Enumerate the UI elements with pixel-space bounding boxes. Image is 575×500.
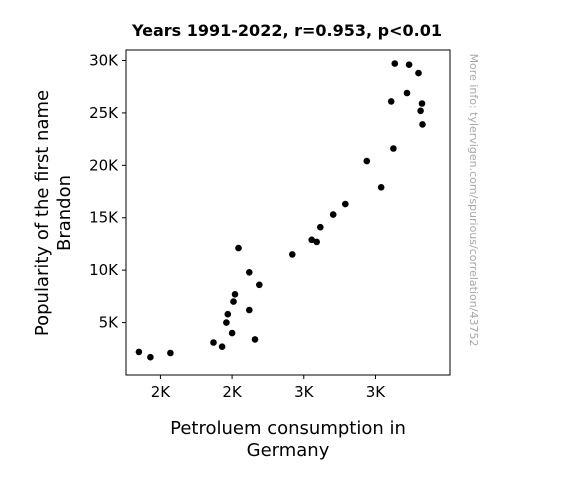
data-point bbox=[391, 60, 399, 67]
y-tick-label: 10K bbox=[89, 261, 119, 279]
y-tick-label: 20K bbox=[89, 156, 119, 174]
data-point bbox=[387, 98, 395, 105]
y-axis-label-line-1: Popularity of the first name bbox=[32, 90, 53, 336]
watermark: More info: tylervigen.com/spurious/corre… bbox=[467, 54, 480, 347]
data-point bbox=[231, 291, 239, 298]
y-tick-label: 5K bbox=[99, 314, 120, 332]
y-axis-ticks: 5K 10K 15K 20K 25K 30K bbox=[89, 51, 126, 332]
data-point bbox=[418, 100, 426, 107]
data-point bbox=[377, 184, 385, 191]
data-point bbox=[251, 336, 259, 343]
data-point bbox=[417, 107, 424, 115]
data-point bbox=[308, 236, 316, 244]
data-point bbox=[317, 223, 324, 231]
data-point bbox=[235, 244, 242, 252]
data-point bbox=[342, 200, 349, 208]
data-point bbox=[224, 310, 232, 318]
data-point bbox=[363, 157, 371, 165]
y-tick-label: 30K bbox=[89, 51, 119, 69]
x-tick-label: 2K bbox=[151, 383, 172, 401]
data-point bbox=[289, 251, 296, 258]
x-axis-ticks: 2K 2K 3K 3K bbox=[151, 375, 387, 401]
data-point bbox=[255, 281, 263, 289]
data-point bbox=[135, 348, 143, 356]
data-point bbox=[329, 211, 337, 218]
data-point bbox=[167, 349, 174, 357]
x-axis-label-line-1: Petroluem consumption in bbox=[170, 418, 406, 439]
data-point bbox=[415, 69, 422, 77]
data-point bbox=[223, 319, 230, 326]
data-point bbox=[230, 298, 237, 305]
x-axis-label-line-2: Germany bbox=[247, 440, 330, 461]
data-point bbox=[246, 306, 253, 314]
data-point bbox=[405, 61, 413, 68]
plot-area bbox=[125, 49, 451, 376]
data-point bbox=[313, 238, 321, 246]
data-point bbox=[147, 353, 154, 361]
y-tick-label: 25K bbox=[89, 104, 119, 122]
y-axis-label-line-2: Brandon bbox=[54, 175, 75, 251]
data-points bbox=[135, 60, 426, 361]
data-point bbox=[210, 339, 217, 346]
x-tick-label: 3K bbox=[294, 383, 315, 401]
data-point bbox=[228, 329, 236, 337]
data-point bbox=[218, 343, 226, 351]
data-point bbox=[246, 269, 253, 276]
y-tick-label: 15K bbox=[89, 209, 119, 227]
x-tick-label: 2K bbox=[222, 383, 243, 401]
data-point bbox=[390, 145, 397, 152]
data-point bbox=[419, 121, 426, 128]
chart-title: Years 1991-2022, r=0.953, p<0.01 bbox=[131, 21, 442, 40]
x-tick-label: 3K bbox=[366, 383, 387, 401]
data-point bbox=[403, 89, 411, 97]
